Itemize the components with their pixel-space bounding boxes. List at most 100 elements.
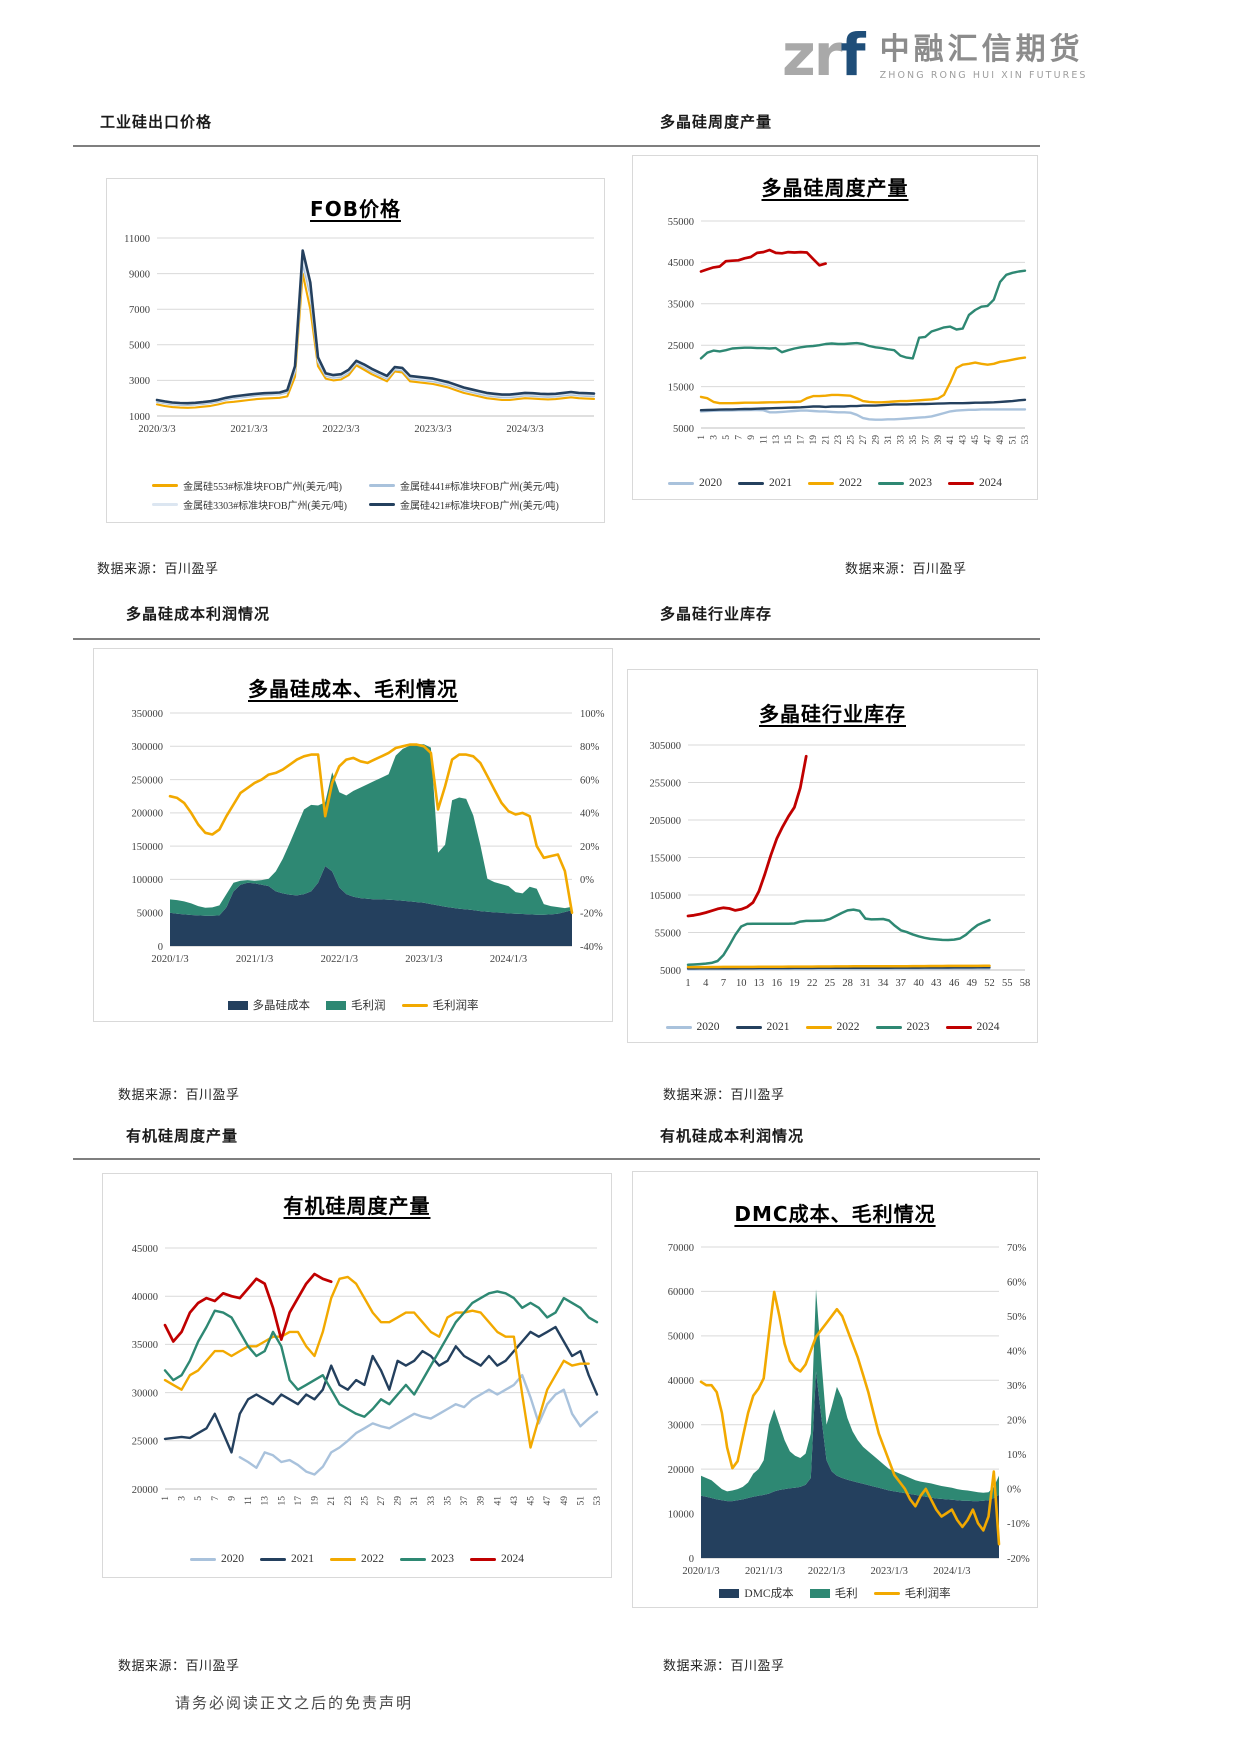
legend-marker	[878, 481, 904, 485]
svg-text:53: 53	[593, 1496, 603, 1506]
section-heading-polysilicon-weekly-output: 多晶硅周度产量	[660, 113, 773, 131]
svg-text:53: 53	[1021, 435, 1031, 445]
legend-item: 毛利润率	[873, 1585, 951, 1601]
legend-item: 毛利润	[326, 997, 386, 1013]
svg-text:49: 49	[996, 435, 1006, 445]
legend-item: 2020	[665, 1021, 720, 1033]
section-heading-polysilicon-cost-profit: 多晶硅成本利润情况	[126, 605, 271, 623]
section-heading-industrial-silicon-export-price: 工业硅出口价格	[100, 113, 213, 131]
legend-marker	[948, 481, 974, 485]
svg-text:31: 31	[884, 435, 894, 445]
svg-text:1: 1	[161, 1496, 171, 1501]
svg-text:300000: 300000	[132, 742, 164, 753]
legend-item: 2022	[330, 1553, 384, 1565]
svg-text:2020/1/3: 2020/1/3	[682, 1566, 719, 1577]
legend-label: 金属硅553#标准块FOB广州(美元/吨)	[183, 482, 342, 493]
svg-text:52: 52	[984, 978, 995, 989]
legend-label: 毛利润率	[904, 1588, 951, 1600]
svg-text:10%: 10%	[1007, 1450, 1027, 1461]
svg-text:43: 43	[931, 978, 942, 989]
svg-text:16: 16	[771, 978, 782, 989]
svg-text:70%: 70%	[1007, 1243, 1027, 1254]
legend-label: 2021	[291, 1553, 314, 1565]
legend-marker	[875, 1025, 902, 1029]
svg-text:9: 9	[747, 435, 757, 440]
svg-text:2023/1/3: 2023/1/3	[405, 954, 442, 965]
chart-legend: 2020 2021 2022 2023 2024	[628, 1021, 1037, 1033]
legend-label: 2021	[766, 1021, 790, 1033]
chart-legend: 多晶硅成本 毛利润 毛利润率	[94, 997, 612, 1013]
svg-text:37: 37	[896, 978, 907, 989]
chart-fob-price: FOB价格 1000 3000 5000 7000 9000 11000 2020/3/3 2…	[106, 178, 605, 523]
legend-label: 2021	[769, 477, 792, 489]
svg-text:41: 41	[493, 1496, 503, 1506]
svg-text:5: 5	[194, 1496, 204, 1501]
legend-item: 2022	[805, 1021, 860, 1033]
legend-item: 毛利	[809, 1585, 858, 1601]
legend-item: 毛利润率	[401, 997, 479, 1013]
legend-item: 2021	[260, 1553, 314, 1565]
legend-marker	[738, 481, 764, 485]
legend-label: 金属硅441#标准块FOB广州(美元/吨)	[400, 482, 559, 493]
svg-text:305000: 305000	[650, 741, 682, 752]
svg-text:100%: 100%	[580, 709, 605, 720]
legend-label: DMC成本	[744, 1588, 794, 1600]
legend-item: 2021	[738, 477, 792, 489]
svg-text:2020/1/3: 2020/1/3	[151, 954, 188, 965]
polysilicon-cost-profit-plot: 0 50000 100000 150000 200000 250000 300000 3500…	[132, 709, 605, 965]
svg-text:25000: 25000	[668, 341, 694, 352]
svg-text:155000: 155000	[650, 853, 682, 864]
svg-text:2022/1/3: 2022/1/3	[808, 1566, 845, 1577]
svg-text:55: 55	[1002, 978, 1013, 989]
logo-subtitle: ZHONG RONG HUI XIN FUTURES	[879, 70, 1088, 81]
svg-text:49: 49	[967, 978, 978, 989]
legend-marker	[152, 484, 179, 487]
svg-text:25: 25	[360, 1496, 370, 1506]
svg-text:23: 23	[344, 1496, 354, 1506]
data-source-note: 数据来源：百川盈孚	[97, 562, 219, 577]
svg-text:5000: 5000	[129, 341, 150, 352]
legend-label: 2024	[501, 1553, 524, 1565]
svg-text:10: 10	[736, 978, 747, 989]
svg-text:3: 3	[178, 1496, 188, 1501]
legend-item: 2024	[948, 477, 1002, 489]
svg-text:40%: 40%	[1007, 1347, 1027, 1358]
svg-text:13: 13	[261, 1496, 271, 1506]
svg-text:2022/3/3: 2022/3/3	[322, 424, 359, 435]
svg-text:29: 29	[872, 435, 882, 445]
legend-marker	[369, 503, 395, 506]
legend-item: 金属硅553#标准块FOB广州(美元/吨)	[152, 478, 347, 493]
svg-text:2023/3/3: 2023/3/3	[414, 424, 451, 435]
svg-text:2020/3/3: 2020/3/3	[138, 424, 175, 435]
svg-text:2024/3/3: 2024/3/3	[506, 424, 543, 435]
svg-text:27: 27	[859, 435, 869, 445]
svg-text:17: 17	[294, 1496, 304, 1506]
svg-text:55000: 55000	[655, 928, 681, 939]
legend-label: 金属硅3303#标准块FOB广州(美元/吨)	[183, 501, 347, 512]
legend-label: 2024	[979, 477, 1002, 489]
legend-label: 毛利润	[351, 1000, 386, 1012]
svg-text:15000: 15000	[668, 382, 694, 393]
legend-marker	[330, 1557, 356, 1561]
legend-marker	[808, 481, 834, 485]
legend-marker	[873, 1591, 900, 1595]
chart-silicone-weekly-output: 有机硅周度产量 20000 25000 30000 35000 40000 45000 1 3…	[102, 1173, 612, 1578]
dmc-cost-profit-plot: 0 10000 20000 30000 40000 50000 60000 70000 -20%…	[668, 1243, 1030, 1577]
disclaimer-note: 请务必阅读正文之后的免责声明	[175, 1694, 414, 1712]
svg-text:205000: 205000	[650, 816, 682, 827]
svg-text:39: 39	[477, 1496, 487, 1506]
svg-text:23: 23	[834, 435, 844, 445]
legend-item: 2023	[875, 1021, 930, 1033]
legend-item: 2020	[190, 1553, 244, 1565]
svg-text:80%: 80%	[580, 742, 600, 753]
svg-text:21: 21	[327, 1496, 337, 1506]
svg-text:31: 31	[860, 978, 871, 989]
svg-text:27: 27	[377, 1496, 387, 1506]
svg-text:19: 19	[789, 978, 800, 989]
svg-text:20%: 20%	[580, 842, 600, 853]
svg-text:100000: 100000	[132, 875, 164, 886]
logo-company-name: 中融汇信期货	[879, 32, 1084, 67]
legend-label: 多晶硅成本	[252, 1000, 311, 1012]
svg-text:41: 41	[946, 435, 956, 445]
